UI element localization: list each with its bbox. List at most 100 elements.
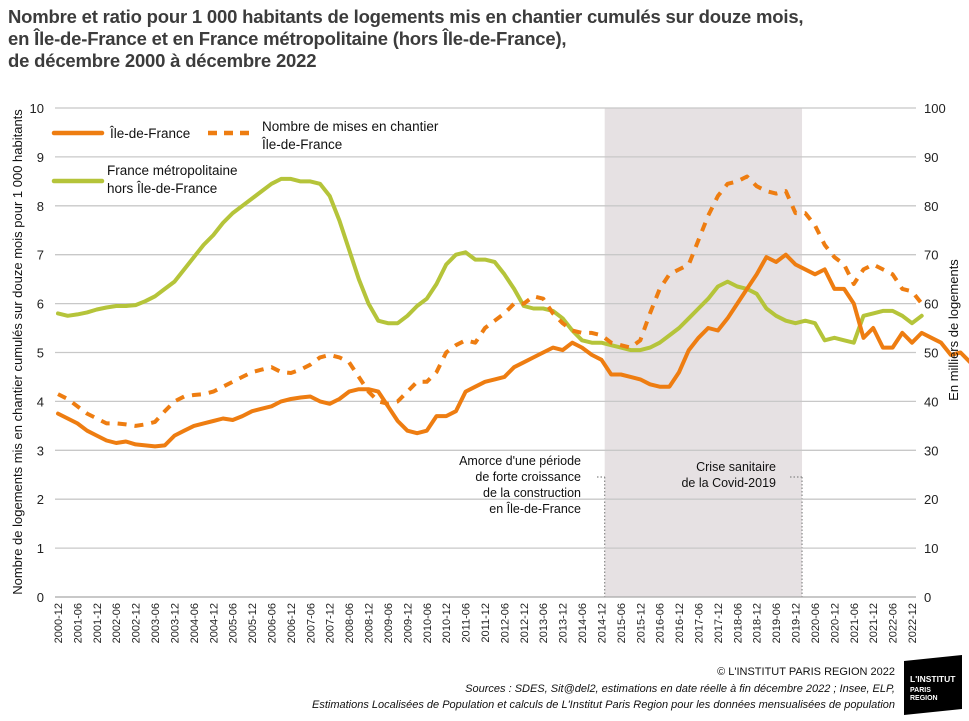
institut-paris-region-logo: L'INSTITUT PARIS REGION [904,654,962,716]
x-tick-label: 2003-12 [169,603,181,643]
y-tick-label: 0 [37,590,44,605]
logo-line-1: L'INSTITUT [910,674,956,685]
y2-tick-label: 50 [924,346,938,361]
y2-tick-label: 20 [924,492,938,507]
x-tick-label: 2009-06 [383,603,395,643]
x-tick-label: 2016-06 [655,603,667,643]
sources-line-2: Estimations Localisées de Population et … [311,699,895,711]
x-tick-label: 2022-06 [888,603,900,643]
x-tick-label: 2020-12 [829,603,841,643]
y2-tick-label: 90 [924,150,938,165]
y-tick-label: 6 [37,297,44,312]
annotation-covid-line: de la Covid-2019 [681,476,776,490]
series-line-ile-de-france [56,252,969,449]
x-tick-label: 2006-12 [286,603,298,643]
y-tick-label: 7 [37,248,44,263]
x-tick-label: 2007-06 [305,603,317,643]
y2-tick-label: 10 [924,541,938,556]
x-tick-label: 2019-06 [771,603,783,643]
y-axis-left-ticks: 0 1 2 3 4 5 6 7 8 9 10 [30,101,44,605]
y-axis-right-ticks: 0 10 20 30 40 50 60 70 80 90 100 [924,101,946,605]
x-tick-label: 2014-06 [577,603,589,643]
x-tick-label: 2018-06 [732,603,744,643]
annotation-covid-line: Crise sanitaire [696,460,776,474]
logo-line-2b: REGION [910,694,938,702]
legend-label-mises-en-chantier-line2: Île-de-France [261,137,342,152]
x-tick-label: 2013-12 [558,603,570,643]
title-line-1: Nombre et ratio pour 1 000 habitants de … [8,6,804,27]
series-line-france-hors-idf [56,176,924,353]
x-tick-label: 2010-06 [422,603,434,643]
y-axis-left-title: Nombre de logements mis en chantier cumu… [10,109,25,595]
annotations: Amorce d'une période de forte croissance d… [459,454,803,516]
x-tick-label: 2003-06 [150,603,162,643]
x-tick-label: 2002-12 [131,603,143,643]
y-tick-label: 5 [37,346,44,361]
x-tick-label: 2004-06 [189,603,201,643]
x-tick-label: 2001-12 [92,603,104,643]
annotation-construction-line: Amorce d'une période [459,454,581,468]
y2-tick-label: 80 [924,199,938,214]
x-tick-label: 2018-12 [752,603,764,643]
x-tick-label: 2008-06 [344,603,356,643]
y2-tick-label: 100 [924,101,946,116]
gridlines [55,107,916,598]
logo-line-2: PARIS REGION [910,687,938,703]
y2-tick-label: 40 [924,394,938,409]
x-tick-label: 2006-06 [267,603,279,643]
copyright-text: © L'INSTITUT PARIS REGION 2022 [717,666,895,678]
x-axis-ticks: 2000-12 2001-06 2001-12 2002-06 2002-12 2003-… [53,603,919,643]
y2-tick-label: 0 [924,590,931,605]
x-tick-label: 2000-12 [53,603,65,643]
y-tick-label: 3 [37,443,44,458]
legend: Île-de-France Nombre de mises en chantier… [51,119,439,196]
x-tick-label: 2021-06 [849,603,861,643]
x-tick-label: 2021-12 [868,603,880,643]
y-axis-right-title: En milliers de logements [946,259,961,401]
x-tick-label: 2022-12 [907,603,919,643]
x-tick-label: 2020-06 [810,603,822,643]
x-tick-label: 2002-06 [111,603,123,643]
y-tick-label: 9 [37,150,44,165]
y2-tick-label: 60 [924,297,938,312]
x-tick-label: 2013-06 [538,603,550,643]
x-tick-label: 2009-12 [402,603,414,643]
x-tick-label: 2008-12 [364,603,376,643]
x-tick-label: 2017-06 [694,603,706,643]
chart-title: Nombre et ratio pour 1 000 habitants de … [8,6,804,72]
x-tick-label: 2017-12 [713,603,725,643]
legend-label-france-line1: France métropolitaine [107,163,238,178]
x-tick-label: 2011-12 [480,603,492,643]
x-tick-label: 2004-12 [208,603,220,643]
annotation-construction-line: de forte croissance [475,470,581,484]
x-tick-label: 2005-12 [247,603,259,643]
x-tick-label: 2001-06 [72,603,84,643]
y-tick-label: 10 [30,101,44,116]
x-tick-label: 2011-06 [461,603,473,643]
y-tick-label: 8 [37,199,44,214]
annotation-construction-line: en Île-de-France [489,501,581,516]
x-tick-label: 2007-12 [325,603,337,643]
annotation-construction-line: de la construction [483,486,581,500]
legend-label-ile-de-france: Île-de-France [109,126,190,141]
legend-label-mises-en-chantier-line1: Nombre de mises en chantier [262,119,439,134]
series-lines [56,174,969,449]
title-line-3: de décembre 2000 à décembre 2022 [8,50,317,71]
legend-label-france-line2: hors Île-de-France [107,181,217,196]
y-tick-label: 2 [37,492,44,507]
x-tick-label: 2016-12 [674,603,686,643]
sources-line-1: Sources : SDES, Sit@del2, estimations en… [465,683,895,695]
x-tick-label: 2005-06 [228,603,240,643]
logo-line-2a: PARIS [910,686,931,694]
y-tick-label: 1 [37,541,44,556]
x-tick-label: 2014-12 [596,603,608,643]
x-tick-label: 2012-12 [519,603,531,643]
title-line-2: en Île-de-France et en France métropolit… [8,28,567,49]
x-tick-label: 2019-12 [791,603,803,643]
x-tick-label: 2015-12 [635,603,647,643]
y-tick-label: 4 [37,394,44,409]
x-tick-label: 2010-12 [441,603,453,643]
x-tick-label: 2015-06 [616,603,628,643]
y2-tick-label: 70 [924,248,938,263]
